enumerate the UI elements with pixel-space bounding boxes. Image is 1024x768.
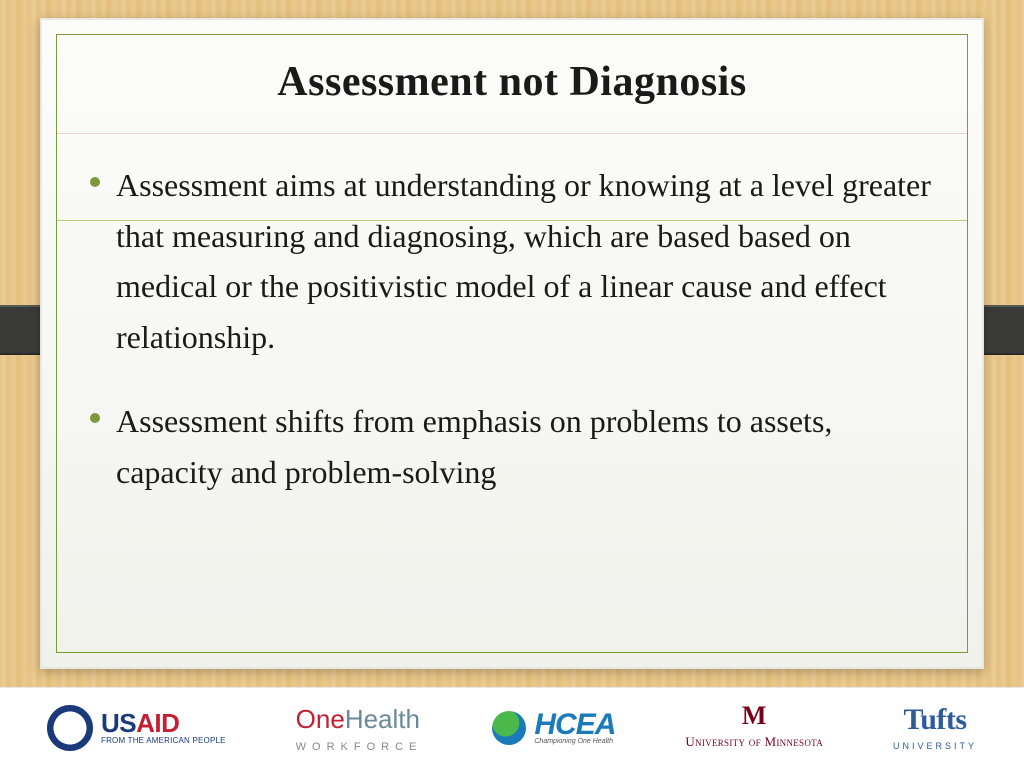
logo-tufts: Tufts UNIVERSITY xyxy=(893,706,977,751)
onehealth-wordmark: OneHealth xyxy=(296,704,420,735)
logo-usaid: USAID FROM THE AMERICAN PEOPLE xyxy=(47,705,226,751)
bullet-item: Assessment shifts from emphasis on probl… xyxy=(90,396,942,497)
onehealth-sub: WORKFORCE xyxy=(296,741,423,753)
rule-red xyxy=(57,133,967,134)
hcea-globe-icon xyxy=(492,711,526,745)
umn-m-icon: M xyxy=(742,706,767,727)
bullet-dot-icon xyxy=(90,413,100,423)
logo-onehealth: OneHealth WORKFORCE xyxy=(296,704,423,753)
usaid-us: US xyxy=(101,708,136,738)
bullet-text: Assessment shifts from emphasis on probl… xyxy=(116,396,942,497)
logo-umn: M University of Minnesota xyxy=(685,706,823,751)
hcea-wordmark: HCEA xyxy=(534,711,615,738)
bullet-text: Assessment aims at understanding or know… xyxy=(116,160,942,362)
tufts-wordmark: Tufts xyxy=(903,706,966,733)
usaid-wordmark: USAID xyxy=(101,710,226,737)
slide-body: Assessment aims at understanding or know… xyxy=(90,160,942,531)
bullet-item: Assessment aims at understanding or know… xyxy=(90,160,942,362)
slide-card: Assessment not Diagnosis Assessment aims… xyxy=(40,18,984,669)
hcea-tagline: Championing One Health xyxy=(534,738,615,745)
usaid-tagline: FROM THE AMERICAN PEOPLE xyxy=(101,737,226,745)
onehealth-one: One xyxy=(296,704,345,734)
umn-name: University of Minnesota xyxy=(685,734,823,749)
logo-hcea: HCEA Championing One Health xyxy=(492,711,615,745)
onehealth-health: Health xyxy=(345,704,420,734)
bullet-dot-icon xyxy=(90,177,100,187)
umn-text: University of Minnesota xyxy=(685,734,823,750)
logo-bar: USAID FROM THE AMERICAN PEOPLE OneHealth… xyxy=(0,687,1024,768)
usaid-aid: AID xyxy=(136,708,179,738)
slide-title: Assessment not Diagnosis xyxy=(42,58,982,106)
tufts-sub: UNIVERSITY xyxy=(893,741,977,751)
usaid-seal-icon xyxy=(47,705,93,751)
